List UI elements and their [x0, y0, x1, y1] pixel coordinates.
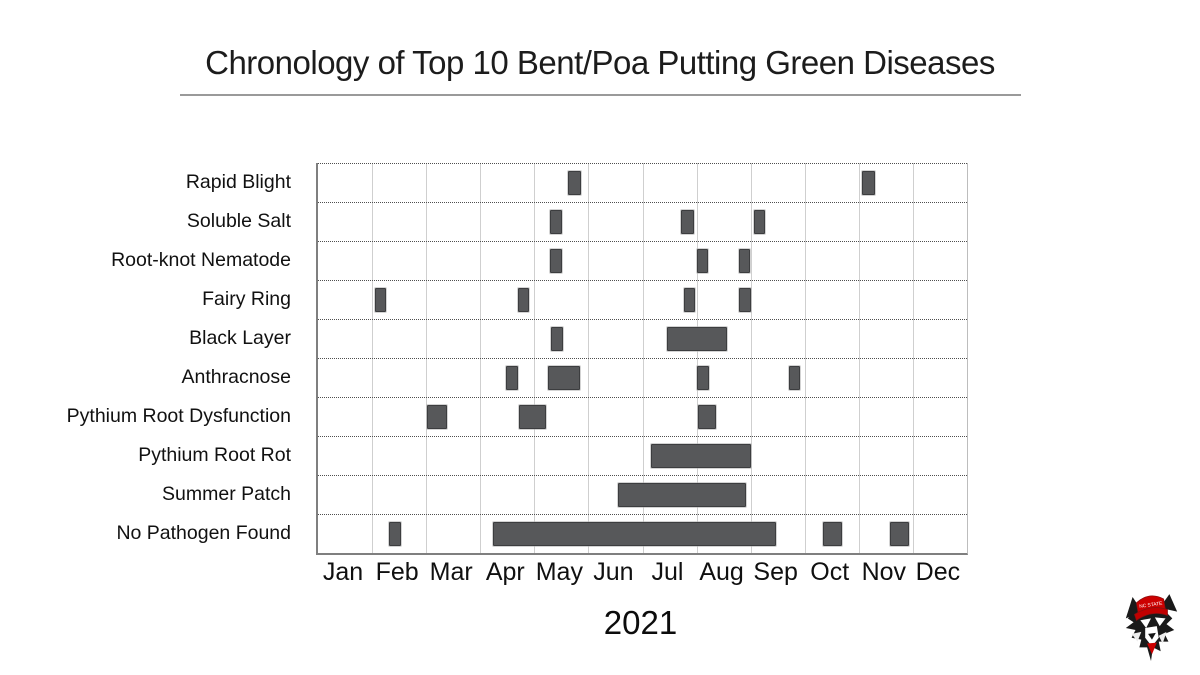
- row-gridline: [318, 319, 967, 320]
- row-label-anthracnose: Anthracnose: [181, 366, 292, 388]
- row-label-black-layer: Black Layer: [189, 327, 291, 349]
- gantt-bar: [518, 404, 547, 429]
- gantt-bar: [667, 326, 727, 351]
- row-label-rapid-blight: Rapid Blight: [185, 171, 291, 193]
- gantt-bar: [697, 248, 709, 273]
- row-gridline: [318, 280, 967, 281]
- gantt-bar: [739, 287, 752, 312]
- gantt-bar: [389, 521, 402, 546]
- gantt-bar: [550, 248, 562, 273]
- gantt-bar: [738, 248, 751, 273]
- gantt-bar: [427, 404, 447, 429]
- wolf-cap-text: NC STATE: [1139, 601, 1164, 610]
- gantt-bar: [506, 365, 519, 390]
- gantt-bar: [547, 365, 581, 390]
- x-axis-month-labels: Jan Feb Mar Apr May Jun Jul Aug Sep Oct Nov Dec: [316, 556, 965, 588]
- wolf-cap-brim: [1134, 607, 1168, 621]
- wolf-right-brow: [1154, 617, 1166, 627]
- row-label-fairy-ring: Fairy Ring: [202, 288, 291, 310]
- gantt-bar: [697, 365, 709, 390]
- month-label-aug: Aug: [699, 558, 744, 586]
- month-label-oct: Oct: [810, 558, 850, 586]
- month-label-nov: Nov: [861, 558, 907, 586]
- wolf-right-cheek: [1158, 631, 1167, 644]
- row-gridline: [318, 436, 967, 437]
- month-label-may: May: [535, 558, 583, 586]
- gantt-bar: [788, 365, 800, 390]
- month-label-apr: Apr: [485, 558, 525, 586]
- y-axis-row-labels: Rapid Blight Soluble Salt Root-knot Nemato…: [0, 163, 304, 553]
- gantt-bar: [862, 170, 876, 195]
- row-gridline: [318, 163, 967, 164]
- gantt-bar: [551, 326, 563, 351]
- month-label-jan: Jan: [322, 558, 364, 586]
- row-gridline: [318, 397, 967, 398]
- month-label-feb: Feb: [375, 558, 419, 586]
- row-label-soluble-salt: Soluble Salt: [186, 210, 291, 232]
- chart-title: Chronology of Top 10 Bent/Poa Putting Gr…: [205, 44, 995, 81]
- wolf-tongue: [1147, 642, 1157, 655]
- gantt-bar: [890, 521, 910, 546]
- row-gridline: [318, 241, 967, 242]
- row-label-pythium-root-dysfunction: Pythium Root Dysfunction: [66, 405, 291, 427]
- row-gridline: [318, 358, 967, 359]
- nc-state-wolf-logo: NC STATE: [1125, 594, 1178, 661]
- gantt-bar: [374, 287, 387, 312]
- gantt-bar: [697, 404, 717, 429]
- gantt-bar: [753, 209, 766, 234]
- gantt-bar: [823, 521, 843, 546]
- row-label-no-pathogen-found: No Pathogen Found: [116, 522, 291, 544]
- title-underline: [180, 94, 1021, 96]
- gantt-bar: [650, 443, 751, 468]
- wolf-left-cheek: [1131, 631, 1142, 642]
- wolf-left-brow: [1140, 618, 1151, 629]
- row-label-root-knot-nematode: Root-knot Nematode: [111, 249, 291, 271]
- gantt-bar: [683, 287, 695, 312]
- month-label-sep: Sep: [753, 558, 798, 586]
- gantt-bar: [518, 287, 530, 312]
- month-label-dec: Dec: [915, 558, 961, 586]
- month-label-jun: Jun: [593, 558, 634, 586]
- row-gridline: [318, 202, 967, 203]
- x-axis-year-label: 2021: [603, 604, 678, 641]
- row-gridline: [318, 475, 967, 476]
- gantt-bar: [618, 482, 746, 507]
- month-label-jul: Jul: [651, 558, 684, 586]
- row-gridline: [318, 514, 967, 515]
- gantt-chart-grid: [316, 163, 968, 555]
- month-label-mar: Mar: [429, 558, 473, 586]
- row-label-pythium-root-rot: Pythium Root Rot: [138, 444, 291, 466]
- gantt-bar: [680, 209, 694, 234]
- gantt-bar: [568, 170, 581, 195]
- gantt-bar: [492, 521, 776, 546]
- wolf-nose: [1148, 632, 1156, 640]
- gantt-bar: [550, 209, 562, 234]
- row-label-summer-patch: Summer Patch: [162, 483, 291, 505]
